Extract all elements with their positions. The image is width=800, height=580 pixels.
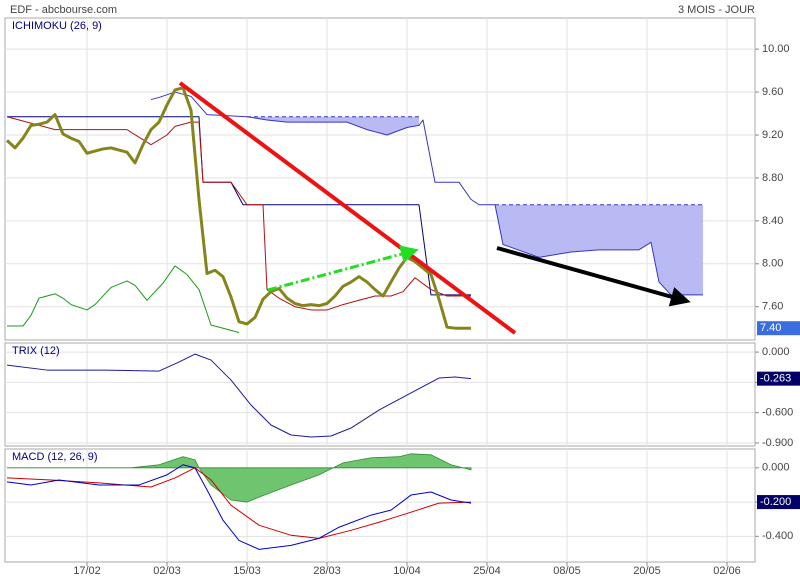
panel-title: ICHIMOKU (26, 9) [12,20,102,32]
y-tick-label: 8.00 [762,258,783,270]
y-tick-label: 8.40 [762,215,783,227]
last-value-box [757,495,800,510]
cloud-fill [247,116,419,135]
x-tick-label: 02/06 [713,565,741,577]
panel-title: TRIX (12) [12,345,60,357]
series-line [5,86,471,330]
plot-area: 7.60 8.00 8.40 8.80 9.20 9.60 10.00 ICHIMOKU (2… [4,17,800,577]
source: EDF - abcbourse.com [10,4,117,16]
period: 3 MOIS - JOUR [678,4,755,16]
y-tick-label: 0.000 [762,346,790,358]
y-tick-label: 10.00 [762,43,790,55]
x-tick-label: 10/04 [393,565,421,577]
x-tick-label: 20/05 [633,565,661,577]
annotations [178,81,691,335]
last-value-box [757,321,800,336]
x-tick-label: 25/04 [473,565,501,577]
x-tick-label: 02/03 [153,565,181,577]
y-tick-label: -0.900 [762,437,793,449]
panel-frame [4,342,756,447]
span-a-line [150,91,703,296]
x-tick-label: 08/05 [553,565,581,577]
series-line [7,265,240,333]
x-tick-label: 28/03 [313,565,341,577]
x-tick-label: 17/02 [73,565,101,577]
y-tick-label: 9.60 [762,86,783,98]
last-value-box [757,371,800,386]
series-line [6,353,472,438]
y-tick-label: -0.600 [762,407,793,419]
span-b-line [247,116,703,206]
last-value-label: -0.200 [760,496,791,508]
panel-title: MACD (12, 26, 9) [12,451,98,463]
forecast-arrow [496,246,691,307]
y-tick-label: 7.60 [762,301,783,313]
y-tick-label: 0.000 [762,462,790,474]
trend-line [178,81,517,335]
histogram-area [7,453,472,503]
series-line [6,116,471,311]
trend-arrow [267,245,419,292]
series-line [6,464,472,550]
y-tick-label: 9.20 [762,129,783,141]
y-tick-label: 8.80 [762,172,783,184]
last-value-label: -0.263 [760,373,791,385]
y-tick-label: -0.400 [762,530,793,542]
x-tick-label: 15/03 [233,565,261,577]
last-value-label: 7.40 [760,322,781,334]
